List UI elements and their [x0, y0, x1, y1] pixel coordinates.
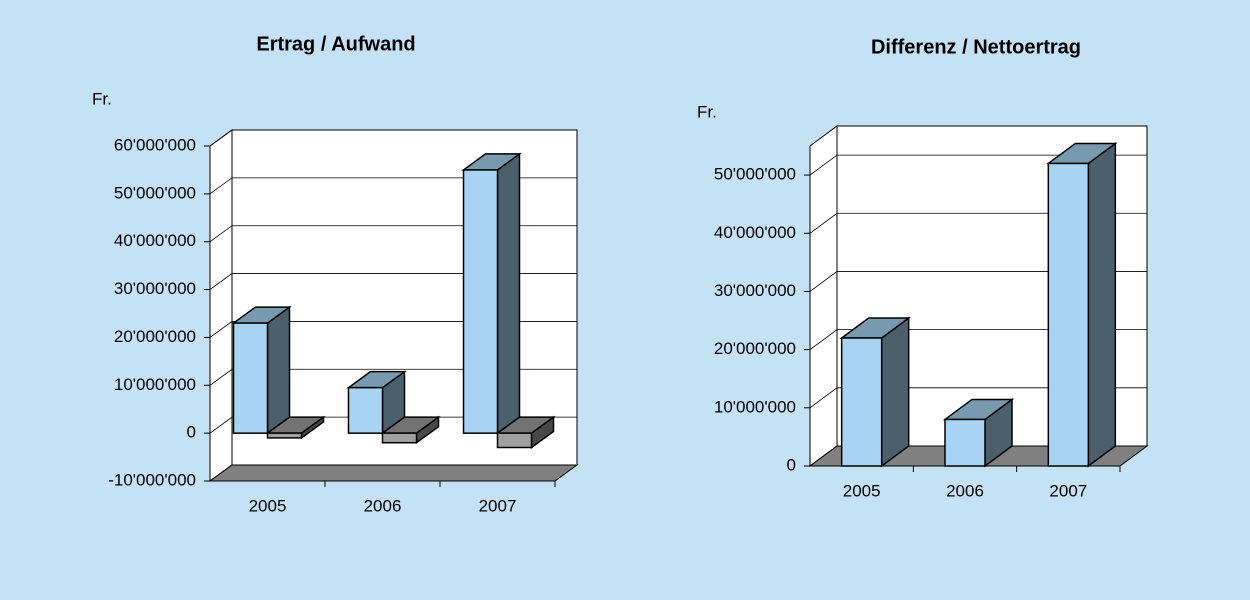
- x-tick-label: 2007: [1049, 481, 1087, 500]
- y-tick-label: 30'000'000: [114, 279, 196, 298]
- bar-side: [1087, 141, 1117, 468]
- y-tick-label: 0: [187, 423, 196, 442]
- side-wall: [209, 129, 233, 482]
- y-tick-label: 50'000'000: [714, 165, 796, 184]
- y-tick-label: 60'000'000: [114, 135, 196, 154]
- grid-line: [809, 387, 1147, 409]
- bar: [840, 337, 883, 467]
- y-tick-label: 30'000'000: [714, 281, 796, 300]
- bar: [232, 322, 269, 434]
- chart-title: Ertrag / Aufwand: [256, 33, 415, 55]
- grid-line: [209, 129, 577, 147]
- grid-line: [809, 212, 1147, 234]
- bar: [944, 418, 986, 467]
- bar: [496, 432, 533, 449]
- y-tick-label: 0: [787, 455, 796, 474]
- y-axis-label: Fr.: [697, 102, 717, 121]
- y-tick-label: -10'000'000: [108, 470, 196, 489]
- grid-line: [809, 445, 1147, 467]
- bar-side: [880, 316, 910, 468]
- y-tick-label: 20'000'000: [714, 339, 796, 358]
- bar: [347, 386, 384, 434]
- x-tick-label: 2005: [249, 496, 287, 515]
- grid-line: [209, 321, 577, 338]
- grid-line: [209, 273, 577, 290]
- grid-line: [809, 154, 1147, 176]
- x-tick-label: 2005: [843, 481, 881, 500]
- y-tick-label: 10'000'000: [114, 375, 196, 394]
- y-tick-label: 50'000'000: [114, 183, 196, 202]
- grid-line: [209, 177, 577, 195]
- grid-line: [209, 225, 577, 243]
- x-tick-label: 2006: [946, 481, 984, 500]
- grid-line: [809, 329, 1147, 350]
- side-wall: [809, 125, 838, 467]
- floor: [208, 464, 579, 482]
- bar: [462, 169, 499, 434]
- grid-line: [209, 416, 577, 434]
- bar-side: [266, 305, 291, 435]
- grid-line: [209, 368, 577, 386]
- y-tick-label: 20'000'000: [114, 327, 196, 346]
- x-tick-label: 2006: [364, 496, 402, 515]
- bar: [381, 432, 418, 444]
- bar: [1047, 162, 1090, 467]
- y-tick-label: 10'000'000: [714, 397, 796, 416]
- chart-title: Differenz / Nettoertrag: [871, 36, 1081, 58]
- bar: [266, 432, 303, 439]
- y-tick-label: 40'000'000: [714, 223, 796, 242]
- y-tick-label: 40'000'000: [114, 231, 196, 250]
- grid-line: [209, 464, 577, 482]
- grid-line: [809, 271, 1147, 292]
- bar-side: [496, 152, 521, 435]
- x-tick-label: 2007: [479, 496, 517, 515]
- y-axis-label: Fr.: [92, 89, 112, 108]
